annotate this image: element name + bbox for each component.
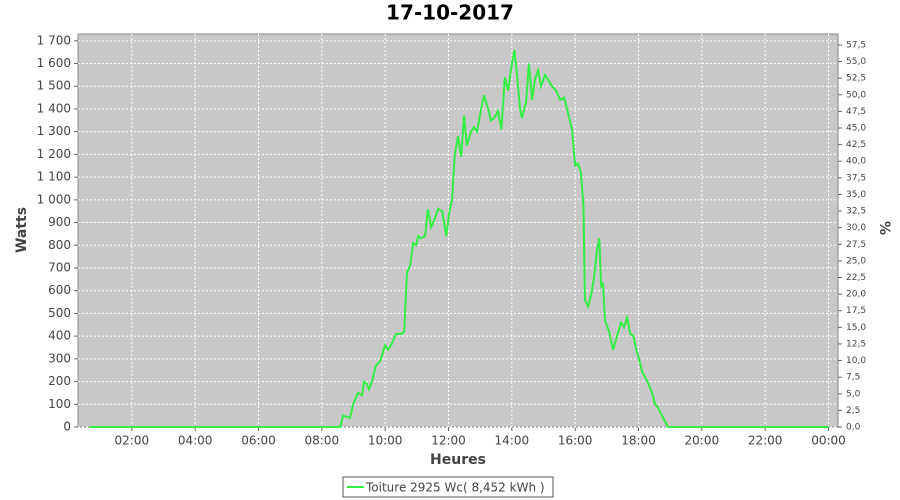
x-tick-label: 22:00: [748, 434, 783, 448]
x-tick-label: 00:00: [811, 434, 846, 448]
y-tick-label: 0: [63, 420, 71, 434]
y2-tick-label: 37,5: [846, 173, 866, 183]
y-tick-label: 400: [48, 329, 71, 343]
y2-tick-label: 0,0: [846, 423, 861, 433]
y2-tick-label: 55,0: [846, 57, 866, 67]
y-tick-label: 1 600: [37, 56, 71, 70]
y2-tick-label: 20,0: [846, 290, 866, 300]
x-tick-label: 10:00: [368, 434, 403, 448]
y2-tick-label: 35,0: [846, 190, 866, 200]
y-tick-label: 500: [48, 306, 71, 320]
y2-tick-label: 57,5: [846, 40, 866, 50]
x-tick-label: 16:00: [558, 434, 593, 448]
y2-tick-label: 17,5: [846, 306, 866, 316]
x-tick-label: 06:00: [241, 434, 276, 448]
y2-tick-label: 47,5: [846, 107, 866, 117]
y2-tick-label: 50,0: [846, 90, 866, 100]
x-axis-title: Heures: [430, 452, 486, 468]
data-line: [89, 49, 829, 428]
x-tick-label: 14:00: [495, 434, 530, 448]
x-tick-label: 20:00: [685, 434, 720, 448]
y-tick-label: 200: [48, 374, 71, 388]
y-tick-label: 100: [48, 397, 71, 411]
y-tick-label: 300: [48, 351, 71, 365]
y2-tick-label: 40,0: [846, 157, 866, 167]
y-tick-label: 1 200: [37, 147, 71, 161]
y-tick-label: 1 000: [37, 192, 71, 206]
x-tick-label: 18:00: [621, 434, 656, 448]
y2-tick-label: 10,0: [846, 356, 866, 366]
y-tick-label: 700: [48, 260, 71, 274]
y2-axis-title: %: [876, 221, 892, 235]
y2-tick-label: 45,0: [846, 124, 866, 134]
x-tick-label: 08:00: [305, 434, 340, 448]
y2-tick-label: 22,5: [846, 273, 866, 283]
y2-tick-label: 52,5: [846, 74, 866, 84]
y-tick-label: 1 100: [37, 170, 71, 184]
y2-tick-label: 7,5: [846, 373, 860, 383]
y2-tick-label: 30,0: [846, 223, 866, 233]
y2-tick-label: 42,5: [846, 140, 866, 150]
y2-tick-label: 15,0: [846, 323, 866, 333]
x-tick-label: 12:00: [431, 434, 466, 448]
y2-tick-label: 5,0: [846, 389, 861, 399]
y-tick-label: 800: [48, 238, 71, 252]
y-tick-label: 900: [48, 215, 71, 229]
y-tick-label: 1 500: [37, 79, 71, 93]
y2-tick-label: 25,0: [846, 256, 866, 266]
chart-title: 17-10-2017: [386, 1, 514, 25]
y-tick-label: 1 700: [37, 33, 71, 47]
y-axis-title: Watts: [14, 207, 30, 253]
x-tick-label: 04:00: [178, 434, 213, 448]
y2-tick-label: 12,5: [846, 339, 866, 349]
plot-area: [77, 33, 839, 428]
y2-tick-label: 2,5: [846, 406, 860, 416]
y2-tick-label: 27,5: [846, 240, 866, 250]
x-tick-label: 02:00: [115, 434, 150, 448]
legend: [342, 476, 554, 498]
legend-label: Toiture 2925 Wc( 8,452 kWh ): [365, 481, 545, 495]
y2-tick-label: 32,5: [846, 207, 866, 217]
y-tick-label: 1 400: [37, 101, 71, 115]
y-tick-label: 1 300: [37, 124, 71, 138]
y-tick-label: 600: [48, 283, 71, 297]
